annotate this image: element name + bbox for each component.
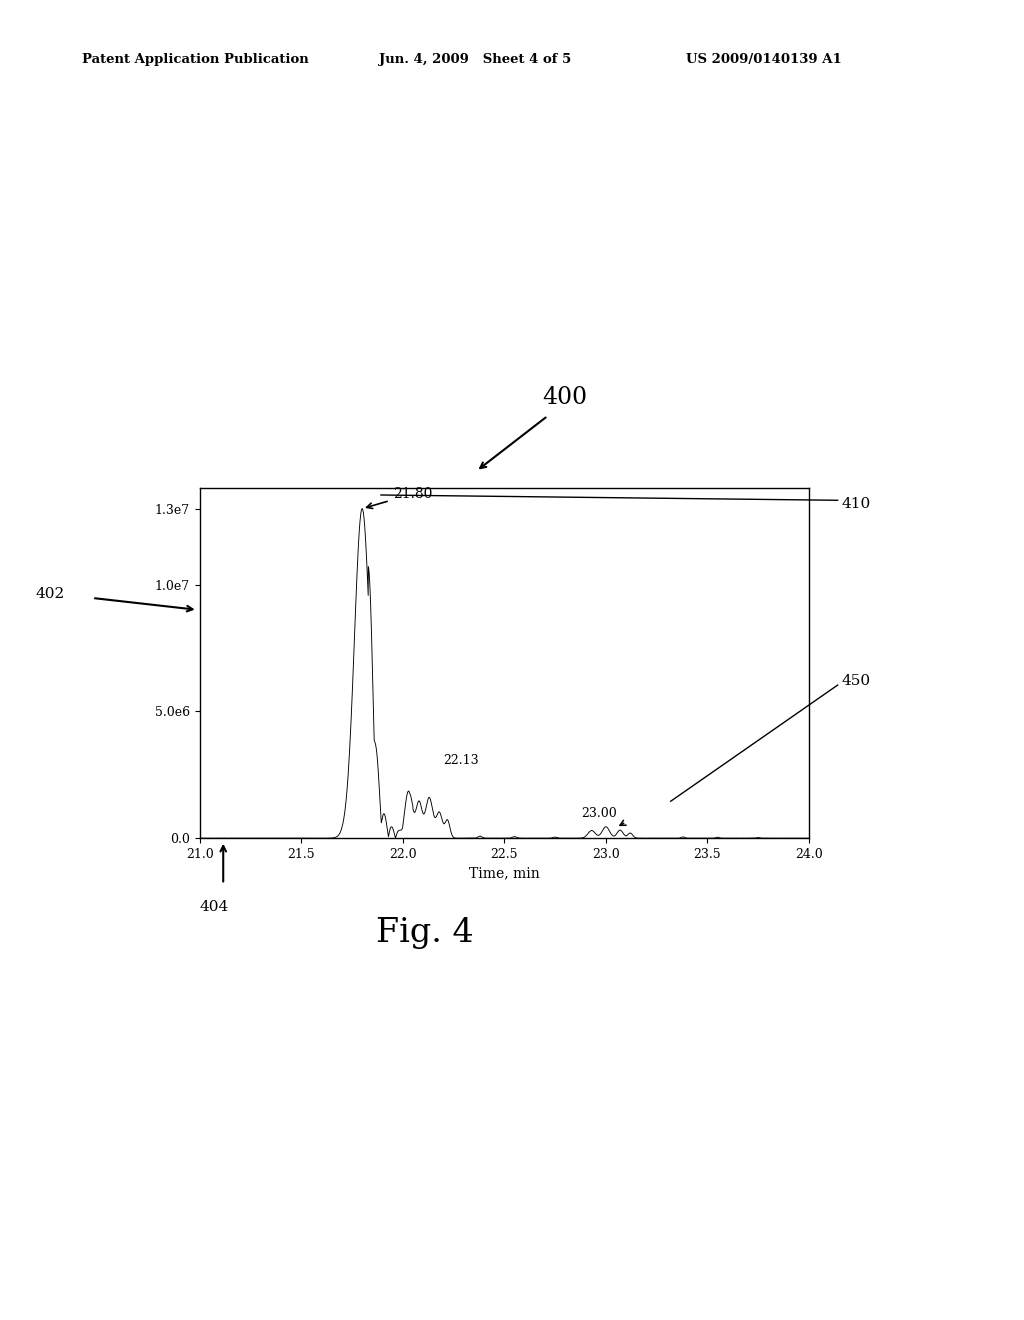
Text: 21.80: 21.80 xyxy=(367,487,432,508)
Text: US 2009/0140139 A1: US 2009/0140139 A1 xyxy=(686,53,842,66)
Text: Jun. 4, 2009   Sheet 4 of 5: Jun. 4, 2009 Sheet 4 of 5 xyxy=(379,53,571,66)
Text: 23.00: 23.00 xyxy=(582,808,617,821)
Text: 22.13: 22.13 xyxy=(443,754,479,767)
Text: 410: 410 xyxy=(842,498,871,511)
Text: 402: 402 xyxy=(36,587,66,601)
X-axis label: Time, min: Time, min xyxy=(469,866,540,880)
Text: 404: 404 xyxy=(200,900,229,915)
Text: Patent Application Publication: Patent Application Publication xyxy=(82,53,308,66)
Text: Fig. 4: Fig. 4 xyxy=(376,917,474,949)
Text: 400: 400 xyxy=(543,387,588,409)
Text: 450: 450 xyxy=(842,675,870,688)
